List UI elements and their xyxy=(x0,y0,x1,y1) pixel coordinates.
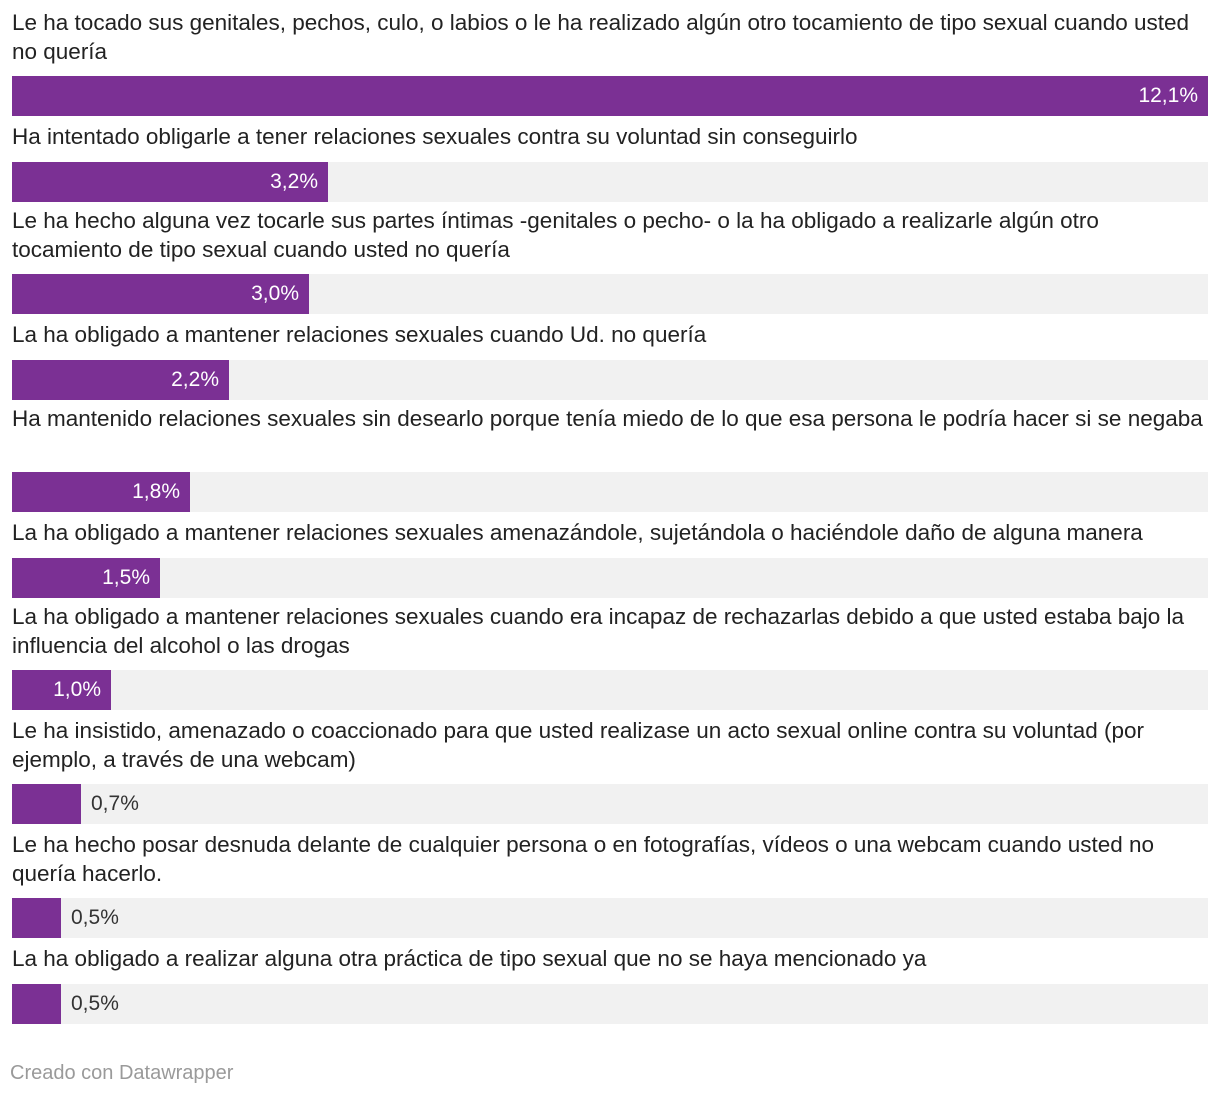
value-label: 1,5% xyxy=(102,566,150,589)
footer-credit: Creado con Datawrapper xyxy=(10,1062,234,1084)
chart-row: Le ha hecho posar desnuda delante de cua… xyxy=(12,830,1208,944)
chart-row: La ha obligado a mantener relaciones sex… xyxy=(12,320,1208,406)
chart-row: Ha intentado obligarle a tener relacione… xyxy=(12,122,1208,208)
bar-track: 0,7% xyxy=(12,784,1208,824)
bar xyxy=(12,984,61,1024)
value-label: 12,1% xyxy=(1138,84,1198,107)
chart-row: La ha obligado a realizar alguna otra pr… xyxy=(12,944,1208,1030)
bar-track: 2,2% xyxy=(12,360,1208,400)
bar xyxy=(12,472,190,512)
bar xyxy=(12,784,81,824)
value-label: 1,0% xyxy=(53,678,101,701)
value-label: 3,0% xyxy=(251,282,299,305)
category-label: La ha obligado a realizar alguna otra pr… xyxy=(12,946,927,971)
chart-row: Le ha insistido, amenazado o coaccionado… xyxy=(12,716,1208,830)
value-label: 1,8% xyxy=(132,480,180,503)
bar xyxy=(12,360,229,400)
bar xyxy=(12,670,111,710)
category-label: Le ha insistido, amenazado o coaccionado… xyxy=(12,718,1144,772)
chart-row: Le ha hecho alguna vez tocarle sus parte… xyxy=(12,206,1208,320)
category-label: Le ha tocado sus genitales, pechos, culo… xyxy=(12,10,1190,64)
chart-row: Le ha tocado sus genitales, pechos, culo… xyxy=(12,8,1208,122)
value-label: 0,5% xyxy=(71,992,119,1015)
category-label: Le ha hecho posar desnuda delante de cua… xyxy=(12,832,1155,886)
bar xyxy=(12,898,61,938)
chart-row: La ha obligado a mantener relaciones sex… xyxy=(12,602,1208,716)
bar-track: 1,0% xyxy=(12,670,1208,710)
value-label: 0,5% xyxy=(71,906,119,929)
bar-track: 1,8% xyxy=(12,472,1208,512)
bar-track: 0,5% xyxy=(12,984,1208,1024)
category-label: La ha obligado a mantener relaciones sex… xyxy=(12,322,707,347)
chart-row: La ha obligado a mantener relaciones sex… xyxy=(12,518,1208,604)
bar-track: 1,5% xyxy=(12,558,1208,598)
category-label: La ha obligado a mantener relaciones sex… xyxy=(12,520,1143,545)
category-label: Ha mantenido relaciones sexuales sin des… xyxy=(12,406,1203,431)
bar xyxy=(12,162,328,202)
value-label: 2,2% xyxy=(171,368,219,391)
category-label: Le ha hecho alguna vez tocarle sus parte… xyxy=(12,208,1099,262)
category-label: La ha obligado a mantener relaciones sex… xyxy=(12,604,1185,658)
value-label: 0,7% xyxy=(91,792,139,815)
bar xyxy=(12,76,1208,116)
chart-row: Ha mantenido relaciones sexuales sin des… xyxy=(12,404,1208,518)
category-label: Ha intentado obligarle a tener relacione… xyxy=(12,124,858,149)
value-label: 3,2% xyxy=(270,170,318,193)
bar xyxy=(12,558,160,598)
bar-track: 12,1% xyxy=(12,76,1208,116)
bar-track: 3,2% xyxy=(12,162,1208,202)
bar xyxy=(12,274,309,314)
bar-track: 3,0% xyxy=(12,274,1208,314)
bar-track: 0,5% xyxy=(12,898,1208,938)
